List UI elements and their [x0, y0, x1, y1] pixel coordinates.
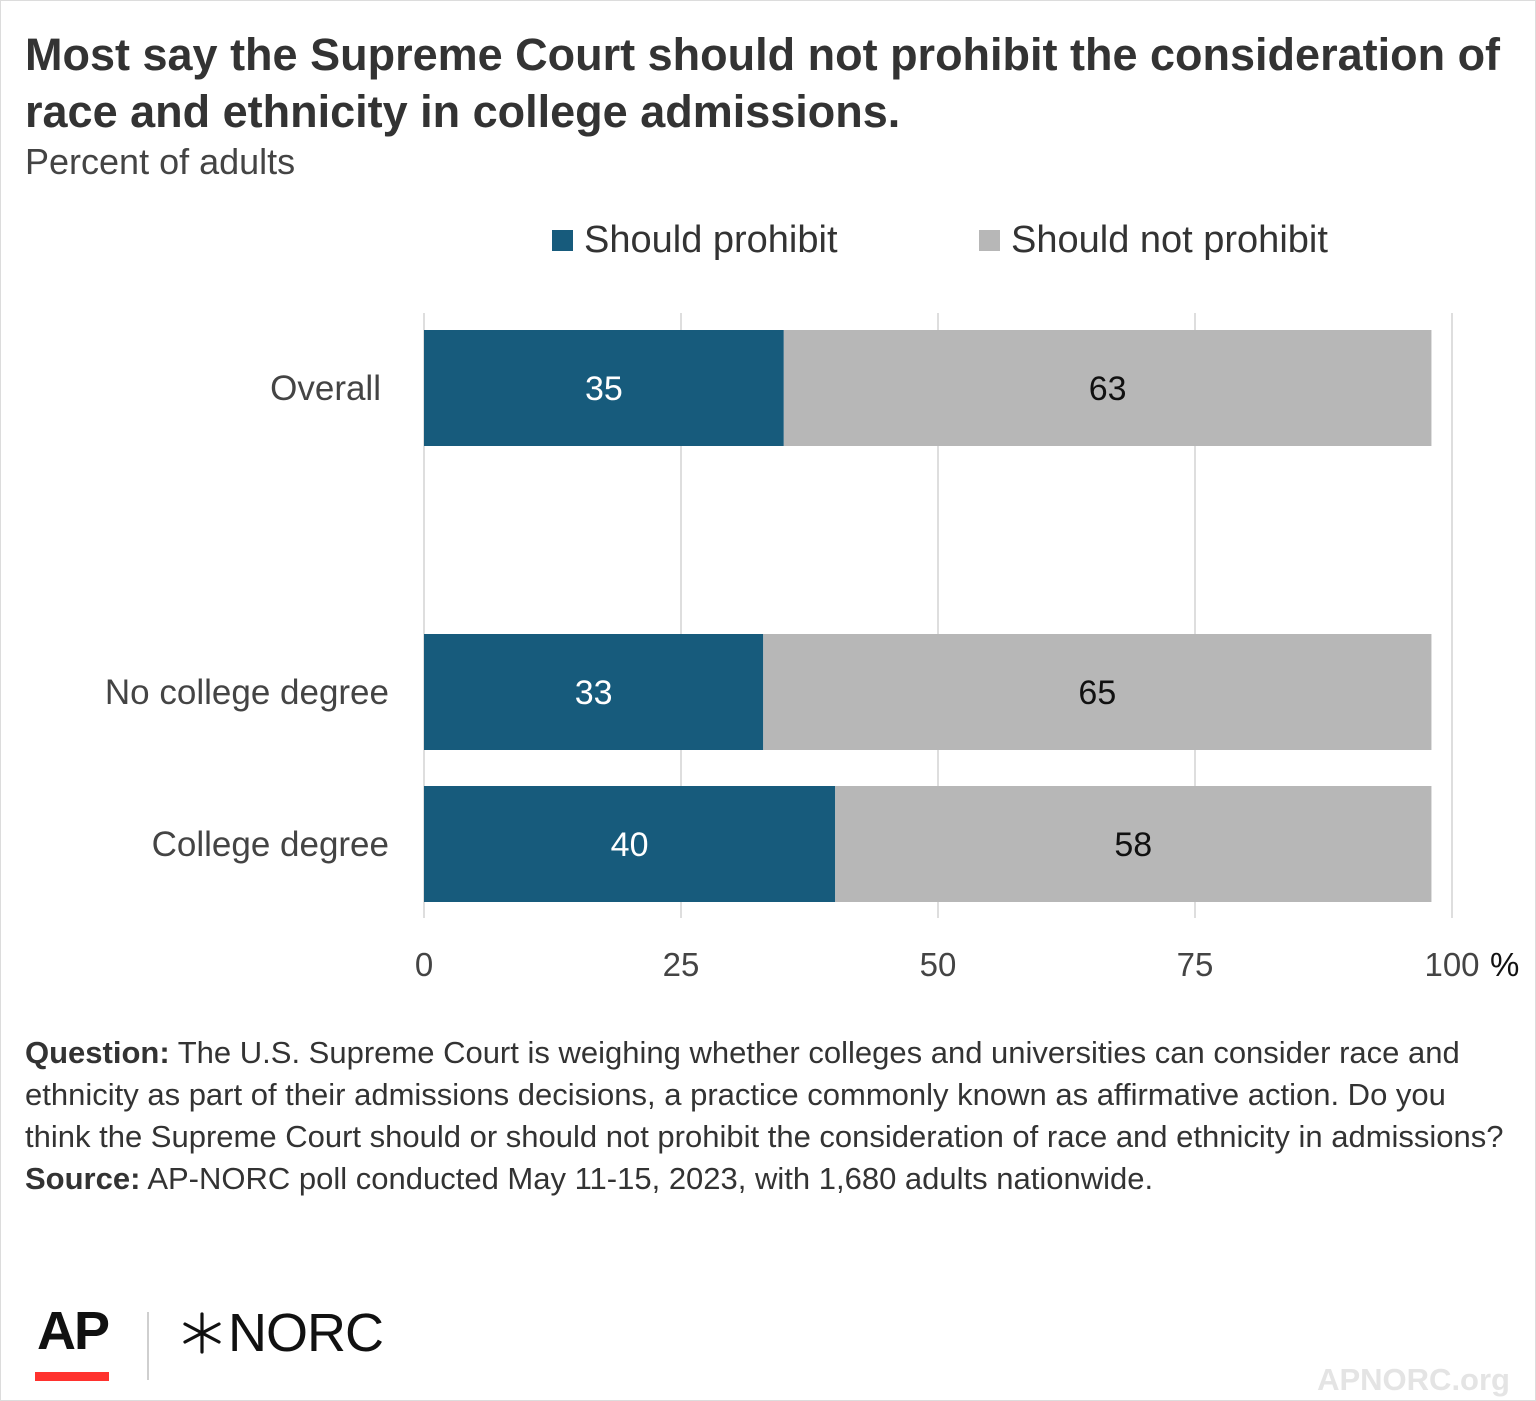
question-text: The U.S. Supreme Court is weighing wheth… — [25, 1035, 1504, 1154]
chart-title: Most say the Supreme Court should not pr… — [25, 29, 1501, 137]
data-label: 58 — [1114, 826, 1152, 864]
x-tick-label: 75 — [1177, 946, 1214, 983]
source-label: Source: — [25, 1161, 141, 1196]
data-label: 33 — [575, 674, 613, 712]
bar-should-prohibit — [424, 786, 836, 902]
x-unit-label: % — [1490, 946, 1519, 983]
norc-logo: NORC — [180, 1303, 384, 1363]
legend-label: Should prohibit — [584, 219, 838, 261]
data-label: 35 — [585, 370, 623, 408]
bar-should-not-prohibit — [835, 786, 1432, 902]
ap-logo-underline — [35, 1372, 109, 1381]
source-note: Source: AP-NORC poll conducted May 11-15… — [25, 1158, 1505, 1200]
category-label: College degree — [152, 825, 389, 864]
bar-chart: 0 25 50 75 100 % Overall No college degree Colle… — [105, 313, 1519, 983]
star-mark-icon — [183, 1312, 221, 1354]
data-label: 40 — [611, 826, 649, 864]
bar-should-prohibit — [424, 330, 784, 446]
question-label: Question: — [25, 1035, 170, 1070]
legend-label: Should not prohibit — [1011, 219, 1328, 261]
category-label: No college degree — [105, 673, 389, 712]
legend-item-should-prohibit: Should prohibit — [552, 218, 838, 262]
question-note: Question: The U.S. Supreme Court is weig… — [25, 1032, 1505, 1158]
bar-should-not-prohibit — [783, 330, 1432, 446]
x-tick-label: 100 — [1424, 946, 1479, 983]
data-label: 63 — [1089, 370, 1127, 408]
logo-divider — [147, 1312, 149, 1380]
x-tick-label: 25 — [663, 946, 700, 983]
chart-subtitle: Percent of adults — [25, 141, 296, 182]
footnote: Question: The U.S. Supreme Court is weig… — [25, 1032, 1505, 1200]
data-label: 65 — [1078, 674, 1116, 712]
category-label: Overall — [270, 369, 381, 408]
bar-should-not-prohibit — [763, 634, 1432, 750]
x-tick-label: 50 — [920, 946, 957, 983]
norc-logo-text: NORC — [228, 1303, 384, 1363]
ap-logo: AP — [37, 1301, 110, 1361]
site-url: APNORC.org — [1317, 1362, 1510, 1397]
x-tick-label: 0 — [415, 946, 433, 983]
legend-swatch-should-prohibit — [552, 229, 573, 251]
legend-swatch-should-not-prohibit — [979, 229, 1000, 251]
source-text: AP-NORC poll conducted May 11-15, 2023, … — [147, 1161, 1154, 1196]
bar-should-prohibit — [424, 634, 764, 750]
legend-item-should-not-prohibit: Should not prohibit — [979, 218, 1328, 262]
